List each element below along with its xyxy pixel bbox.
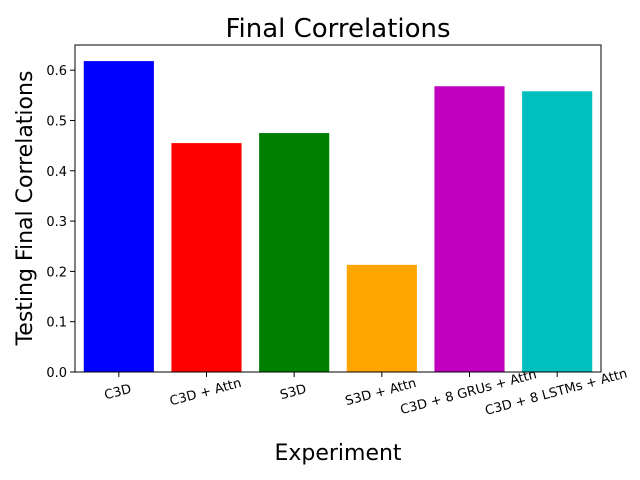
- bar-0: [83, 61, 154, 372]
- x-axis-title: Experiment: [274, 441, 401, 466]
- y-tick-label-2: 0.2: [46, 265, 67, 280]
- plot-frame: [74, 44, 602, 373]
- x-tick-label-2: S3D: [278, 382, 308, 403]
- y-tick-label-3: 0.3: [46, 215, 67, 230]
- bars-group: [83, 61, 593, 372]
- y-tick-label-0: 0.0: [46, 366, 67, 381]
- y-tick-label-1: 0.1: [46, 316, 67, 331]
- y-axis-title: Testing Final Correlations: [13, 71, 38, 347]
- y-tick-label-4: 0.4: [46, 165, 67, 180]
- bar-3: [346, 264, 417, 372]
- y-tick-label-6: 0.6: [46, 64, 67, 79]
- bar-1: [171, 143, 242, 372]
- x-tick-label-0: C3D: [103, 382, 133, 404]
- y-tick-label-5: 0.5: [46, 114, 67, 129]
- y-axis: 0.0 0.1 0.2 0.3 0.4 0.5 0.6: [46, 64, 75, 381]
- bar-4: [434, 86, 505, 372]
- chart-title: Final Correlations: [225, 14, 450, 44]
- bar-5: [522, 91, 593, 372]
- bar-2: [259, 133, 330, 372]
